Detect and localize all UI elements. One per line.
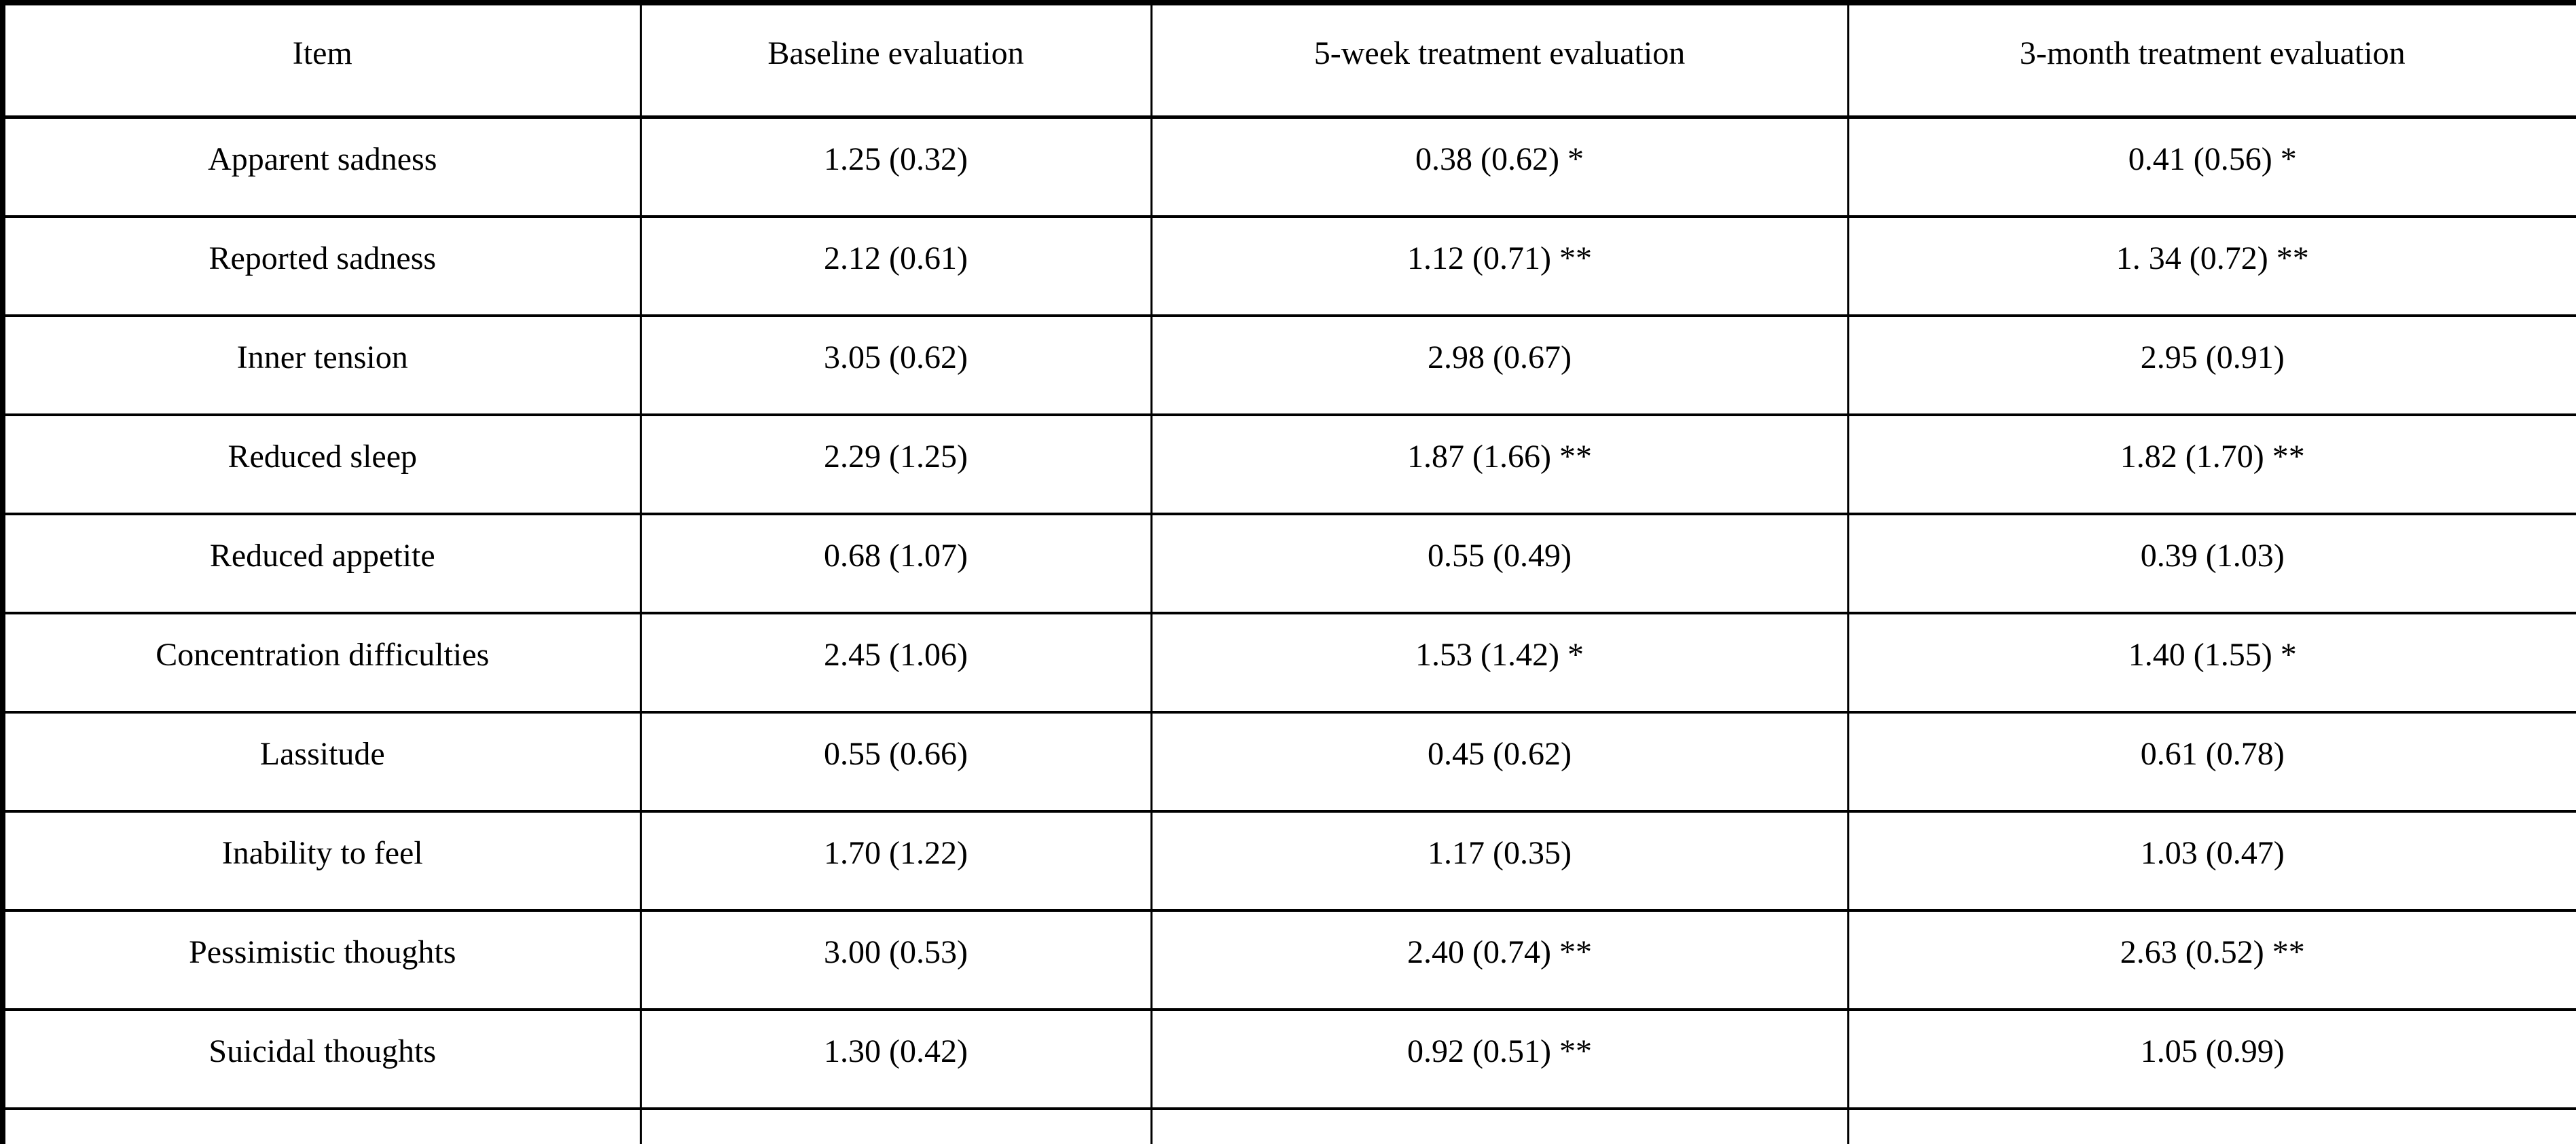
cell-5-week-evaluation: 0.45 (0.62) bbox=[1150, 710, 1849, 813]
cell-3-month-evaluation: 1.40 (1.55) * bbox=[1847, 611, 2576, 714]
header-row: Item Baseline evaluation 5-week treatmen… bbox=[1, 1, 2576, 119]
cell-3-month-evaluation: 2.63 (0.52) ** bbox=[1847, 908, 2576, 1011]
cell-5-week-evaluation: 0.55 (0.49) bbox=[1150, 512, 1849, 614]
cell-5-week-evaluation: 1.53 (1.42) * bbox=[1150, 611, 1849, 714]
table-row: Inner tension 3.05 (0.62) 2.98 (0.67) 2.95 … bbox=[1, 314, 2576, 416]
cell-item: Reduced sleep bbox=[1, 413, 642, 515]
cell-baseline-evaluation: 0.55 (0.66) bbox=[639, 710, 1153, 813]
table-row: Lassitude 0.55 (0.66) 0.45 (0.62) 0.61 (0.7… bbox=[1, 710, 2576, 813]
cell-5-week-evaluation bbox=[1150, 1107, 1849, 1144]
cell-baseline-evaluation: 1.25 (0.32) bbox=[639, 115, 1153, 218]
cell-item: Reduced appetite bbox=[1, 512, 642, 614]
table-row: Reported sadness 2.12 (0.61) 1.12 (0.71) *… bbox=[1, 215, 2576, 317]
cell-baseline-evaluation: 2.45 (1.06) bbox=[639, 611, 1153, 714]
cell-item: Inner tension bbox=[1, 314, 642, 416]
cell-3-month-evaluation: 1.82 (1.70) ** bbox=[1847, 413, 2576, 515]
column-header-baseline-evaluation: Baseline evaluation bbox=[639, 1, 1153, 119]
column-header-item: Item bbox=[1, 1, 642, 119]
cell-5-week-evaluation: 2.98 (0.67) bbox=[1150, 314, 1849, 416]
cell-baseline-evaluation: 1.70 (1.22) bbox=[639, 809, 1153, 912]
cell-3-month-evaluation: 2.95 (0.91) bbox=[1847, 314, 2576, 416]
cell-baseline-evaluation: 0.68 (1.07) bbox=[639, 512, 1153, 614]
cell-item: Lassitude bbox=[1, 710, 642, 813]
table-row: Concentration difficulties 2.45 (1.06) 1.5… bbox=[1, 611, 2576, 714]
cell-baseline-evaluation: 2.12 (0.61) bbox=[639, 215, 1153, 317]
cell-3-month-evaluation: 1.05 (0.99) bbox=[1847, 1008, 2576, 1110]
cell-3-month-evaluation: 0.41 (0.56) * bbox=[1847, 115, 2576, 218]
table-row: Apparent sadness 1.25 (0.32) 0.38 (0.62) *… bbox=[1, 115, 2576, 218]
cell-baseline-evaluation: 1.30 (0.42) bbox=[639, 1008, 1153, 1110]
cell-baseline-evaluation bbox=[639, 1107, 1153, 1144]
empty-row bbox=[1, 1107, 2576, 1144]
cell-item: Apparent sadness bbox=[1, 115, 642, 218]
table-row: Reduced sleep 2.29 (1.25) 1.87 (1.66) ** 1.… bbox=[1, 413, 2576, 515]
table-body: Apparent sadness 1.25 (0.32) 0.38 (0.62) *… bbox=[1, 115, 2576, 1144]
cell-item: Reported sadness bbox=[1, 215, 642, 317]
cell-3-month-evaluation: 1. 34 (0.72) ** bbox=[1847, 215, 2576, 317]
table-row: Inability to feel 1.70 (1.22) 1.17 (0.35) 1… bbox=[1, 809, 2576, 912]
cell-5-week-evaluation: 1.12 (0.71) ** bbox=[1150, 215, 1849, 317]
cell-3-month-evaluation: 1.03 (0.47) bbox=[1847, 809, 2576, 912]
cell-item: Concentration difficulties bbox=[1, 611, 642, 714]
cell-item: Pessimistic thoughts bbox=[1, 908, 642, 1011]
cell-5-week-evaluation: 1.17 (0.35) bbox=[1150, 809, 1849, 912]
cell-item: Inability to feel bbox=[1, 809, 642, 912]
table-row: Suicidal thoughts 1.30 (0.42) 0.92 (0.51) … bbox=[1, 1008, 2576, 1110]
cell-5-week-evaluation: 0.38 (0.62) * bbox=[1150, 115, 1849, 218]
cell-3-month-evaluation: 0.39 (1.03) bbox=[1847, 512, 2576, 614]
cell-baseline-evaluation: 2.29 (1.25) bbox=[639, 413, 1153, 515]
column-header-3-month-treatment-evaluation: 3-month treatment evaluation bbox=[1847, 1, 2576, 119]
cell-baseline-evaluation: 3.00 (0.53) bbox=[639, 908, 1153, 1011]
table-row: Pessimistic thoughts 3.00 (0.53) 2.40 (0.7… bbox=[1, 908, 2576, 1011]
cell-5-week-evaluation: 0.92 (0.51) ** bbox=[1150, 1008, 1849, 1110]
cell-baseline-evaluation: 3.05 (0.62) bbox=[639, 314, 1153, 416]
cell-3-month-evaluation bbox=[1847, 1107, 2576, 1144]
cell-item: Suicidal thoughts bbox=[1, 1008, 642, 1110]
cell-5-week-evaluation: 1.87 (1.66) ** bbox=[1150, 413, 1849, 515]
column-header-5-week-treatment-evaluation: 5-week treatment evaluation bbox=[1150, 1, 1849, 119]
cell-item bbox=[1, 1107, 642, 1144]
cell-3-month-evaluation: 0.61 (0.78) bbox=[1847, 710, 2576, 813]
table-row: Reduced appetite 0.68 (1.07) 0.55 (0.49) 0.… bbox=[1, 512, 2576, 614]
cell-5-week-evaluation: 2.40 (0.74) ** bbox=[1150, 908, 1849, 1011]
